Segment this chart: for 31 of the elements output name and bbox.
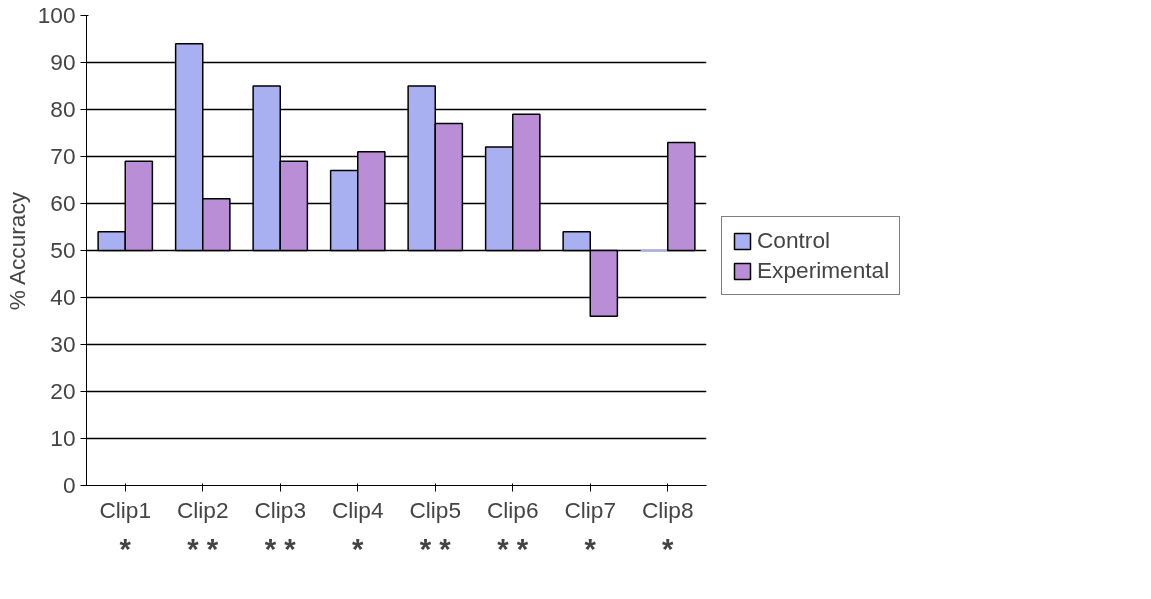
text: * [352, 531, 365, 565]
x-tick-label: Clip2 [176, 496, 229, 523]
y-tick-label: 60 [50, 190, 76, 216]
y-tick-label: 80 [50, 96, 76, 122]
x-tick-label: Clip7 [564, 496, 617, 523]
text: * [662, 531, 675, 565]
text: * * [187, 531, 219, 565]
y-tick-label: 20 [50, 378, 76, 404]
y-tick-label: 70 [50, 143, 76, 169]
bar [667, 141, 696, 252]
x-tick-label: Clip3 [254, 496, 307, 523]
legend-label: Control [757, 227, 831, 254]
legend-label: Experimental [757, 257, 890, 284]
x-tick-label: Clip4 [331, 496, 384, 523]
y-tick-label: 90 [50, 49, 76, 75]
x-tick-label: Clip8 [641, 496, 694, 523]
text: * * [264, 531, 297, 565]
text: * * [419, 531, 452, 565]
text: * * [497, 531, 529, 565]
y-tick-label: 30 [50, 331, 76, 357]
x-tick-label: Clip5 [409, 496, 462, 523]
text: * [119, 531, 132, 565]
y-tick-label: 40 [50, 284, 76, 310]
y-tick-label: 50 [50, 237, 76, 263]
y-tick-label: 100 [37, 2, 76, 28]
y-tick-label: 10 [50, 425, 76, 451]
y-tick-label: 0 [62, 472, 76, 498]
y-axis-title: % Accuracy [3, 191, 30, 311]
x-tick-label: Clip6 [486, 496, 539, 523]
text: * [584, 531, 597, 565]
x-tick-label: Clip1 [99, 496, 152, 523]
